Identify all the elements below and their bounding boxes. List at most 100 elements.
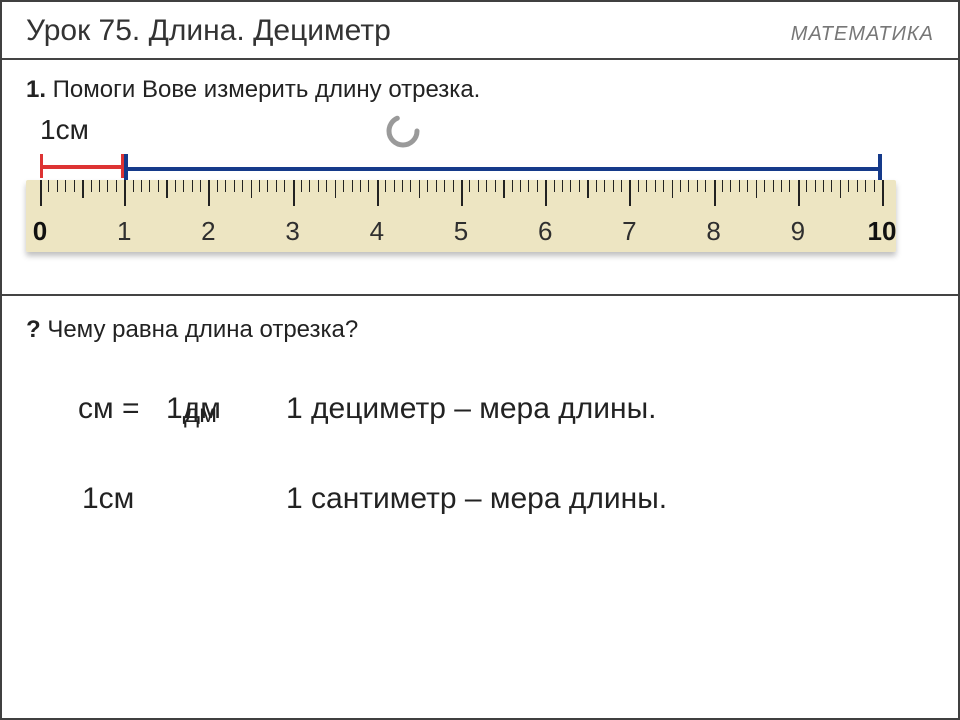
tick-minor: [478, 180, 479, 192]
ruler-numbers: 012345678910: [26, 214, 896, 248]
tick-minor: [394, 180, 395, 192]
slide-frame: Урок 75. Длина. Дециметр МАТЕМАТИКА 1. П…: [0, 0, 960, 720]
tick-minor: [730, 180, 731, 192]
tick-minor: [301, 180, 302, 192]
tick-minor: [747, 180, 748, 192]
tick-major: [461, 180, 463, 206]
ruler-number: 9: [791, 216, 805, 247]
tick-major: [714, 180, 716, 206]
tick-minor: [385, 180, 386, 192]
tick-minor: [789, 180, 790, 192]
tick-minor: [309, 180, 310, 192]
ruler-area: 1см 012345678910: [26, 114, 934, 294]
tick-mid: [672, 180, 674, 198]
tick-minor: [739, 180, 740, 192]
red-segment: [40, 154, 124, 178]
tick-minor: [469, 180, 470, 192]
tick-minor: [149, 180, 150, 192]
ruler-number: 2: [201, 216, 215, 247]
tick-major: [40, 180, 42, 206]
tick-minor: [116, 180, 117, 192]
tick-minor: [806, 180, 807, 192]
tick-minor: [326, 180, 327, 192]
tick-minor: [107, 180, 108, 192]
ruler-number: 3: [285, 216, 299, 247]
tick-minor: [133, 180, 134, 192]
ruler-number: 5: [454, 216, 468, 247]
tick-mid: [503, 180, 505, 198]
row-dm-left: см = 1дм дм: [26, 392, 286, 426]
tick-minor: [823, 180, 824, 192]
tick-major: [798, 180, 800, 206]
row-dm: см = 1дм дм 1 дециметр – мера длины.: [26, 392, 934, 426]
question-line: ? Чему равна длина отрезка?: [2, 316, 958, 344]
tick-minor: [764, 180, 765, 192]
overlay-dm: дм: [184, 398, 217, 429]
task-text: Помоги Вове измерить длину отрезка.: [46, 76, 480, 103]
tick-minor: [259, 180, 260, 192]
ruler-number: 6: [538, 216, 552, 247]
tick-minor: [48, 180, 49, 192]
tick-minor: [486, 180, 487, 192]
tick-minor: [402, 180, 403, 192]
tick-minor: [57, 180, 58, 192]
ruler-number: 8: [706, 216, 720, 247]
tick-minor: [865, 180, 866, 192]
tick-mid: [82, 180, 84, 198]
tick-minor: [512, 180, 513, 192]
tick-minor: [495, 180, 496, 192]
blue-line: [124, 167, 882, 171]
tick-mid: [756, 180, 758, 198]
label-1cm: 1см: [40, 114, 89, 146]
tick-minor: [554, 180, 555, 192]
tick-minor: [831, 180, 832, 192]
question-mark: ?: [26, 316, 41, 343]
header: Урок 75. Длина. Дециметр МАТЕМАТИКА: [2, 2, 958, 48]
tick-major: [293, 180, 295, 206]
cm-equals: см =: [78, 392, 139, 425]
tick-minor: [646, 180, 647, 192]
tick-minor: [781, 180, 782, 192]
ruler-number: 1: [117, 216, 131, 247]
tick-mid: [251, 180, 253, 198]
tick-major: [629, 180, 631, 206]
row-dm-right: 1 дециметр – мера длины.: [286, 392, 657, 426]
tick-minor: [621, 180, 622, 192]
divider-top: [2, 58, 958, 60]
tick-minor: [688, 180, 689, 192]
tick-minor: [697, 180, 698, 192]
tick-minor: [141, 180, 142, 192]
tick-minor: [175, 180, 176, 192]
tick-minor: [848, 180, 849, 192]
tick-minor: [604, 180, 605, 192]
ruler-number: 0: [33, 216, 47, 247]
tick-minor: [537, 180, 538, 192]
tick-minor: [267, 180, 268, 192]
tick-mid: [419, 180, 421, 198]
tick-minor: [528, 180, 529, 192]
tick-minor: [874, 180, 875, 192]
tick-major: [208, 180, 210, 206]
tick-mid: [335, 180, 337, 198]
tick-minor: [318, 180, 319, 192]
tick-major: [545, 180, 547, 206]
subject-label: МАТЕМАТИКА: [791, 23, 934, 46]
tick-major: [124, 180, 126, 206]
tick-minor: [242, 180, 243, 192]
tick-minor: [520, 180, 521, 192]
tick-minor: [217, 180, 218, 192]
tick-minor: [183, 180, 184, 192]
tick-minor: [99, 180, 100, 192]
ruler-number: 10: [868, 216, 897, 247]
tick-minor: [705, 180, 706, 192]
tick-minor: [158, 180, 159, 192]
tick-major: [882, 180, 884, 206]
tick-minor: [276, 180, 277, 192]
tick-mid: [840, 180, 842, 198]
tick-minor: [857, 180, 858, 192]
tick-minor: [74, 180, 75, 192]
tick-minor: [655, 180, 656, 192]
tick-minor: [579, 180, 580, 192]
tick-minor: [436, 180, 437, 192]
ruler: 012345678910: [26, 180, 896, 252]
